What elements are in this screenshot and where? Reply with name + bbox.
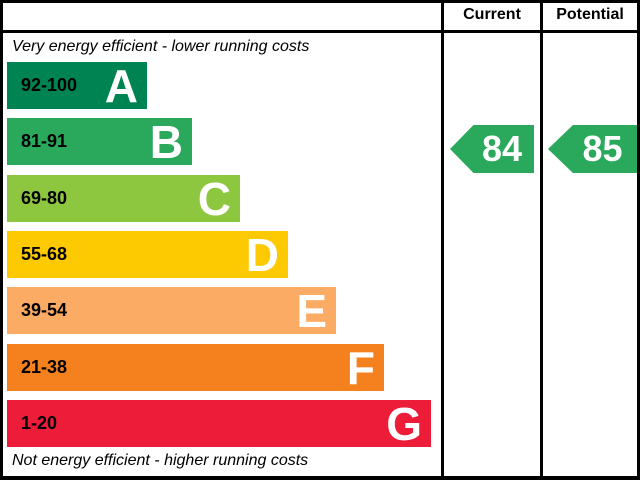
band-range-label: 39-54 xyxy=(21,300,68,320)
table-border-bottom xyxy=(0,476,640,480)
band-bar-f: 21-38 F xyxy=(7,344,384,391)
top-caption: Very energy efficient - lower running co… xyxy=(12,38,310,55)
column-header-potential: Potential xyxy=(556,6,624,23)
band-range-label: 69-80 xyxy=(21,188,68,208)
column-header-current: Current xyxy=(463,6,521,23)
column-divider-potential xyxy=(540,0,543,480)
band-letter: F xyxy=(346,341,375,394)
band-letter: E xyxy=(296,284,327,337)
band-range-label: 81-91 xyxy=(21,131,68,151)
band-bar-g: 1-20 G xyxy=(7,400,431,447)
band-bar-a: 92-100 A xyxy=(7,62,147,109)
column-divider-current xyxy=(441,0,444,480)
potential-rating-arrow: 85 xyxy=(548,125,637,173)
table-border-top xyxy=(0,0,640,3)
potential-rating-value: 85 xyxy=(582,128,623,169)
table-border-left xyxy=(0,0,3,480)
band-bar-d: 55-68 D xyxy=(7,231,288,278)
band-bar-b: 81-91 B xyxy=(7,118,192,165)
band-letter: B xyxy=(149,115,183,168)
band-letter: D xyxy=(245,228,279,281)
band-range-label: 92-100 xyxy=(21,75,78,95)
band-range-label: 1-20 xyxy=(21,413,58,433)
current-rating-arrow: 84 xyxy=(450,125,534,173)
current-rating-value: 84 xyxy=(481,128,523,169)
band-bar-c: 69-80 C xyxy=(7,175,240,222)
table-border-right xyxy=(637,0,640,480)
bottom-caption: Not energy efficient - higher running co… xyxy=(12,452,309,469)
band-letter: G xyxy=(386,397,422,450)
band-letter: C xyxy=(197,172,231,225)
header-divider xyxy=(0,30,640,33)
band-range-label: 21-38 xyxy=(21,357,68,377)
band-range-label: 55-68 xyxy=(21,244,68,264)
band-letter: A xyxy=(104,59,138,112)
band-bar-e: 39-54 E xyxy=(7,287,336,334)
